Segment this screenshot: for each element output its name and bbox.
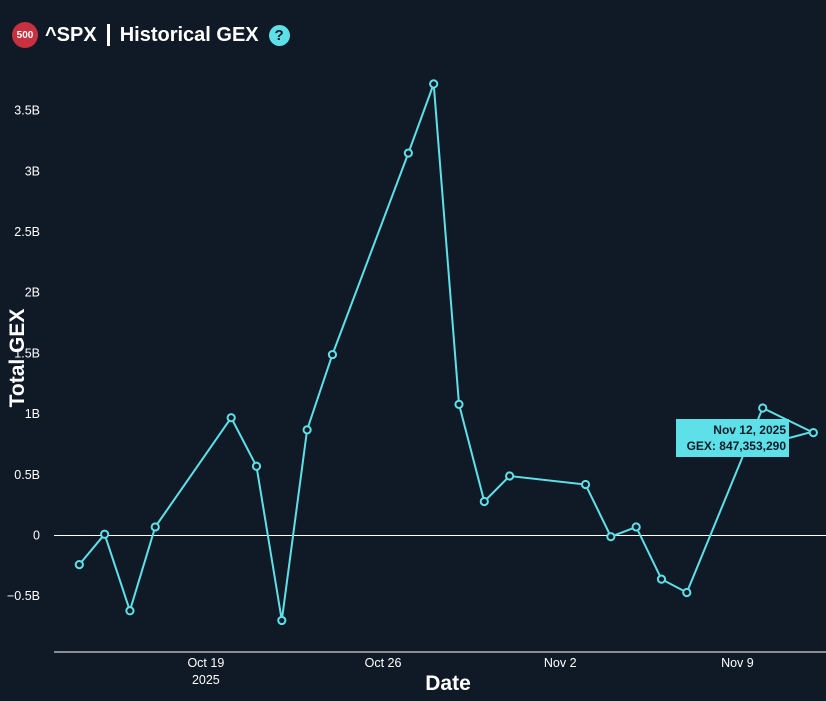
data-point[interactable] <box>226 413 236 423</box>
x-tick-label: Nov 2 <box>544 656 577 670</box>
y-tick-label: 2.5B <box>14 225 40 239</box>
x-tick-sublabel: 2025 <box>192 673 220 687</box>
tooltip-value: GEX: 847,353,290 <box>687 439 787 453</box>
y-tick-label: 0 <box>33 528 40 542</box>
data-point[interactable] <box>479 496 489 507</box>
data-point[interactable] <box>277 615 287 626</box>
data-point[interactable] <box>251 461 262 471</box>
gex-series-line <box>78 83 814 621</box>
data-point[interactable] <box>327 349 338 360</box>
spx-500-badge-icon: 500 <box>12 22 38 48</box>
data-point[interactable] <box>682 587 692 598</box>
data-point[interactable] <box>808 427 818 438</box>
x-tick-label: Oct 19 <box>187 656 224 670</box>
data-point[interactable] <box>429 79 439 89</box>
y-tick-label: 0.5B <box>14 468 40 482</box>
y-tick-label: 1.5B <box>14 346 40 360</box>
y-tick-label: 3B <box>25 164 40 178</box>
gex-data-points[interactable] <box>74 79 818 626</box>
tooltip-date: Nov 12, 2025 <box>713 423 786 437</box>
data-point[interactable] <box>580 479 591 490</box>
data-point[interactable] <box>656 574 667 584</box>
chart-header: 500 ^SPX Historical GEX ? <box>12 20 290 50</box>
tooltip-box <box>676 419 789 457</box>
data-point[interactable] <box>758 403 768 413</box>
data-point[interactable] <box>302 425 312 435</box>
data-point[interactable] <box>74 559 84 570</box>
x-axis-title: Date <box>425 672 471 695</box>
y-tick-label: 2B <box>25 286 40 300</box>
y-axis-title: Total GEX <box>6 309 29 408</box>
x-tick-label: Nov 9 <box>721 656 754 670</box>
question-circle-icon[interactable]: ? <box>268 24 290 46</box>
data-point[interactable] <box>505 471 515 481</box>
y-tick-label: 1B <box>25 407 40 421</box>
chart-title: Historical GEX <box>119 23 259 46</box>
data-point[interactable] <box>606 532 616 542</box>
data-point[interactable] <box>100 529 110 539</box>
x-axis-ticks: Oct 19 2025 Oct 26 Nov 2 Nov 9 <box>187 656 753 687</box>
ticker-label: ^SPX <box>45 23 97 46</box>
y-tick-label: −0.5B <box>7 589 40 603</box>
y-axis-ticks: −0.5B 0 0.5B 1B 1.5B 2B 2.5B 3B 3.5B <box>7 104 40 604</box>
data-point[interactable] <box>631 522 641 532</box>
title-divider <box>106 24 110 46</box>
data-point[interactable] <box>150 522 160 532</box>
data-point[interactable] <box>403 148 413 158</box>
tooltip-pointer <box>788 431 810 439</box>
data-point[interactable] <box>125 606 135 616</box>
y-tick-label: 3.5B <box>14 104 40 118</box>
hover-tooltip: Nov 12, 2025 GEX: 847,353,290 <box>676 419 810 457</box>
x-tick-label: Oct 26 <box>365 656 402 670</box>
data-point[interactable] <box>454 399 464 409</box>
